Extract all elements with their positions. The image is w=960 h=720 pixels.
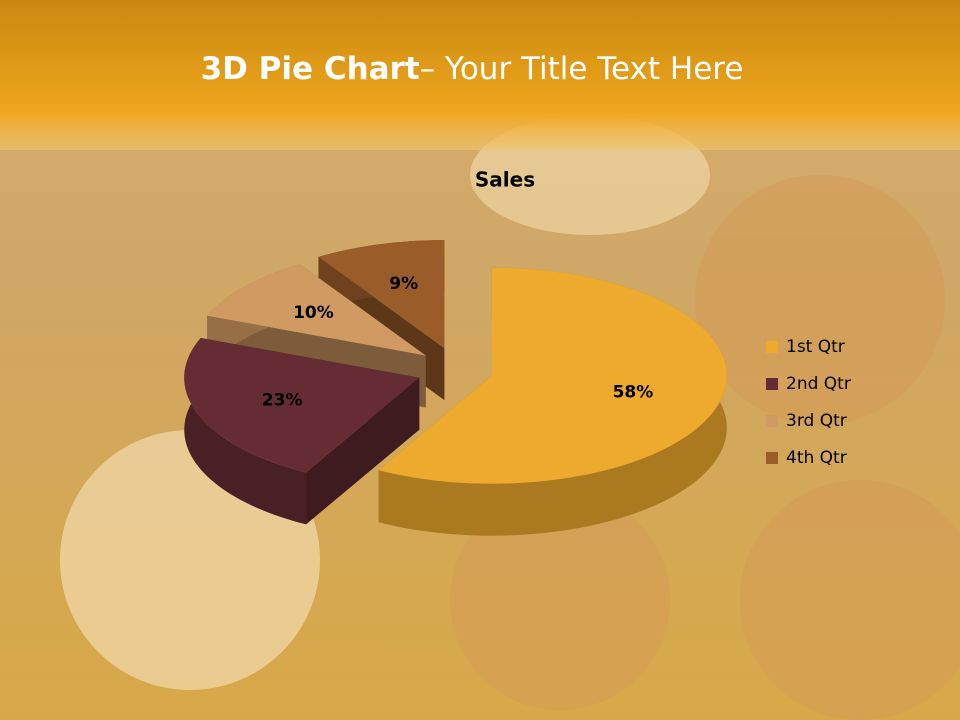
legend-swatch [766, 378, 778, 390]
slice-wall [184, 337, 307, 525]
legend-swatch [766, 415, 778, 427]
decor-cake [740, 480, 960, 720]
legend-label: 2nd Qtr [786, 374, 851, 394]
data-label: 10% [293, 303, 334, 323]
slide-title-rest: – Your Title Text Here [420, 51, 744, 87]
data-label: 58% [613, 382, 654, 402]
slice-top [184, 337, 420, 473]
legend: 1st Qtr 2nd Qtr 3rd Qtr 4th Qtr [766, 337, 851, 468]
slice-top [378, 267, 727, 484]
decor-cake [695, 175, 945, 425]
legend-swatch [766, 452, 778, 464]
chart-title: Sales [475, 168, 535, 192]
header-band [0, 0, 960, 150]
slide-title: 3D Pie Chart– Your Title Text Here [201, 51, 744, 87]
legend-label: 1st Qtr [786, 337, 845, 357]
legend-label: 3rd Qtr [786, 411, 847, 431]
data-label: 23% [262, 390, 303, 410]
slice: 23% [184, 337, 420, 525]
legend-label: 4th Qtr [786, 448, 847, 468]
decor-cake [450, 490, 670, 710]
slice: 58% [378, 267, 727, 536]
slide-title-bold: 3D Pie Chart [201, 51, 420, 87]
pie: 9% 10% 23% 58% [184, 240, 727, 536]
legend-swatch [766, 341, 778, 353]
slice-top [318, 240, 445, 349]
slice-top [207, 264, 426, 356]
data-label: 9% [389, 274, 418, 294]
